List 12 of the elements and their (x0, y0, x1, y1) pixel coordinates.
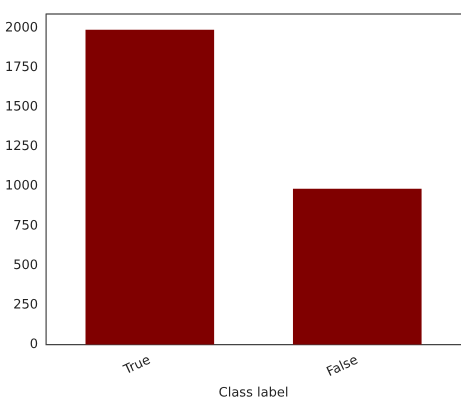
y-tick-label: 0 (30, 336, 38, 352)
x-tick-label: True (120, 352, 153, 378)
y-tick-label: 2000 (4, 20, 38, 36)
y-tick-label: 1750 (4, 60, 38, 76)
x-tick-label: False (324, 352, 360, 380)
y-tick-label: 250 (13, 297, 38, 312)
y-tick-label: 1250 (4, 139, 38, 154)
y-tick-label: 500 (13, 258, 38, 273)
x-axis-title: Class label (218, 386, 288, 401)
y-tick-label: 750 (13, 218, 38, 234)
y-tick-label: 1000 (4, 178, 38, 194)
y-tick-label: 1500 (4, 100, 38, 115)
